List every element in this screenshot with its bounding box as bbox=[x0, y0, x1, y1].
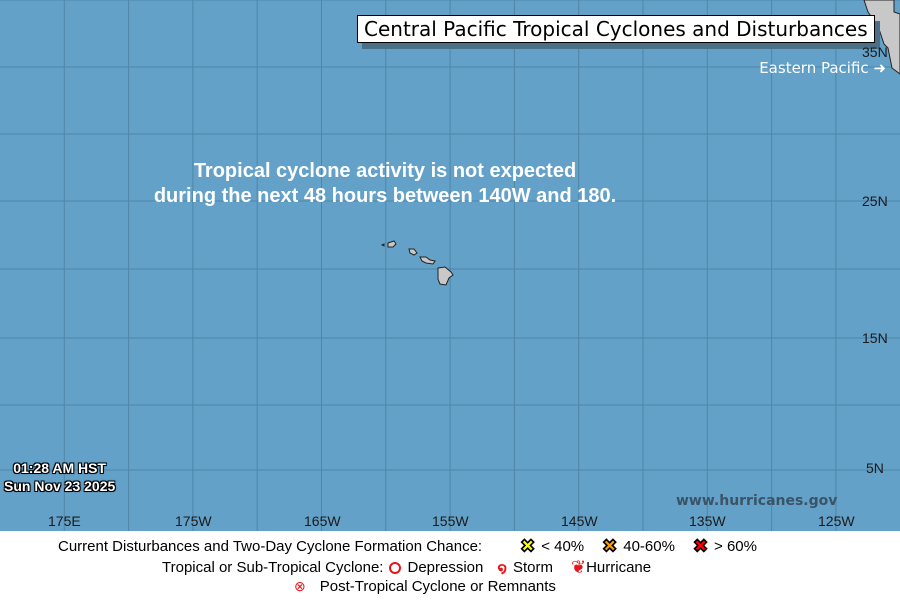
lon-label: 125W bbox=[818, 513, 855, 529]
timestamp: 01:28 AM HST Sun Nov 23 2025 bbox=[4, 459, 115, 495]
map: Central Pacific Tropical Cyclones and Di… bbox=[0, 0, 900, 531]
date: Sun Nov 23 2025 bbox=[4, 478, 116, 494]
outlook-message: Tropical cyclone activity is not expecte… bbox=[100, 159, 670, 209]
high-label: > 60% bbox=[714, 538, 757, 555]
message-line: during the next 48 hours between 140W an… bbox=[153, 185, 617, 207]
message-line: Tropical cyclone activity is not expecte… bbox=[193, 160, 577, 182]
lat-label: 35N bbox=[862, 44, 888, 60]
time: 01:28 AM HST bbox=[13, 460, 107, 476]
website-link[interactable]: www.hurricanes.gov bbox=[676, 493, 838, 509]
high-chance-x-icon: ✖ bbox=[692, 536, 709, 557]
lat-label: 5N bbox=[866, 460, 884, 476]
low-chance-x-icon: ✖ bbox=[520, 536, 536, 557]
disturbances-label: Current Disturbances and Two-Day Cyclone… bbox=[58, 538, 483, 555]
storm-label: Storm bbox=[512, 559, 553, 576]
lon-label: 155W bbox=[432, 513, 469, 529]
lon-label: 175W bbox=[175, 513, 212, 529]
medium-label: 40-60% bbox=[623, 538, 675, 555]
post-tropical-label: Post-Tropical Cyclone or Remnants bbox=[319, 578, 556, 595]
lat-label: 25N bbox=[862, 193, 888, 209]
hurricane-icon: ❦ bbox=[570, 557, 587, 577]
map-title: Central Pacific Tropical Cyclones and Di… bbox=[357, 15, 875, 43]
medium-chance-x-icon: ✖ bbox=[602, 536, 618, 557]
low-label: < 40% bbox=[541, 538, 585, 555]
storm-icon: ໑ bbox=[497, 559, 507, 577]
lat-label: 15N bbox=[862, 330, 888, 346]
lon-label: 165W bbox=[304, 513, 341, 529]
lon-label: 145W bbox=[561, 513, 598, 529]
depression-icon bbox=[389, 561, 402, 574]
post-tropical-icon: ⊗ bbox=[294, 578, 306, 594]
cyclone-label: Tropical or Sub-Tropical Cyclone: bbox=[162, 559, 384, 576]
lon-label: 135W bbox=[689, 513, 726, 529]
hurricane-label: Hurricane bbox=[586, 559, 652, 576]
eastern-pacific-link[interactable]: Eastern Pacific ➜ bbox=[759, 59, 886, 77]
depression-label: Depression bbox=[407, 559, 484, 576]
lon-label: 175E bbox=[48, 513, 81, 529]
map-grid bbox=[0, 0, 900, 531]
